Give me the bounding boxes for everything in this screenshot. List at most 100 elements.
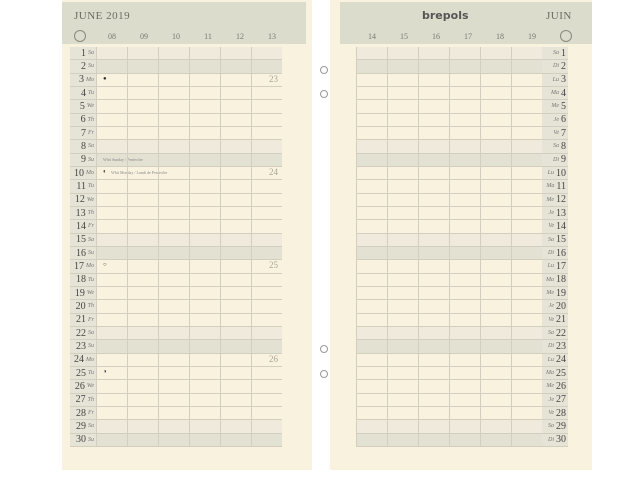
hour-cell[interactable] xyxy=(511,326,542,340)
day-row[interactable]: Sa 22 xyxy=(356,326,568,341)
hour-cell[interactable] xyxy=(189,366,220,380)
hour-cell[interactable] xyxy=(158,313,189,326)
hour-cell[interactable] xyxy=(387,126,418,140)
hour-cell[interactable] xyxy=(449,246,480,260)
hour-cell[interactable] xyxy=(480,100,511,113)
hour-cell[interactable] xyxy=(356,86,387,100)
day-row[interactable]: Sa 1 xyxy=(356,47,568,61)
day-row[interactable]: Di 2 xyxy=(356,60,568,74)
day-row[interactable]: 8 Sa xyxy=(70,140,282,154)
hour-cell[interactable] xyxy=(189,86,220,100)
hour-cell[interactable] xyxy=(449,206,480,220)
hour-cell[interactable] xyxy=(511,260,542,273)
hour-cell[interactable] xyxy=(387,113,418,126)
hour-cell[interactable] xyxy=(449,180,480,193)
hour-cell[interactable] xyxy=(251,126,282,140)
hour-cell[interactable] xyxy=(220,353,251,366)
hour-cell[interactable] xyxy=(96,326,127,340)
hour-cell[interactable] xyxy=(220,206,251,220)
hour-cell[interactable] xyxy=(127,60,158,73)
day-row[interactable]: Je 13 xyxy=(356,206,568,221)
hour-cell[interactable] xyxy=(96,406,127,420)
hour-cell[interactable] xyxy=(220,393,251,406)
hour-cell[interactable] xyxy=(158,433,189,446)
hour-cell[interactable] xyxy=(418,100,449,113)
hour-cell[interactable] xyxy=(356,233,387,246)
hour-cell[interactable] xyxy=(127,273,158,286)
hour-cell[interactable] xyxy=(480,73,511,86)
day-row[interactable]: 10 Mo ◐ Whit Monday / Lundi de Pentecôte 24 xyxy=(70,166,282,181)
hour-cell[interactable] xyxy=(251,86,282,100)
hour-cell[interactable] xyxy=(189,313,220,326)
hour-cell[interactable] xyxy=(158,233,189,246)
hour-cell[interactable] xyxy=(251,393,282,406)
hour-cell[interactable] xyxy=(189,380,220,393)
hour-cell[interactable] xyxy=(511,73,542,86)
hour-cell[interactable] xyxy=(418,326,449,340)
hour-cell[interactable] xyxy=(96,180,127,193)
day-row[interactable]: Ma 18 xyxy=(356,273,568,287)
hour-cell[interactable] xyxy=(480,153,511,166)
hour-cell[interactable] xyxy=(449,273,480,286)
hour-cell[interactable] xyxy=(387,140,418,153)
day-row[interactable]: Lu 17 xyxy=(356,260,568,274)
day-row[interactable]: 16 Su xyxy=(70,246,282,261)
hour-cell[interactable] xyxy=(251,193,282,206)
hour-cell[interactable] xyxy=(449,73,480,86)
hour-cell[interactable] xyxy=(220,233,251,246)
hour-cell[interactable] xyxy=(96,113,127,126)
hour-cell[interactable] xyxy=(158,126,189,140)
hour-cell[interactable] xyxy=(189,420,220,433)
hour-cell[interactable]: ◑ xyxy=(96,366,127,380)
day-row[interactable]: 15 Sa xyxy=(70,233,282,247)
hour-cell[interactable] xyxy=(449,406,480,420)
hour-cell[interactable] xyxy=(96,353,127,366)
hour-cell[interactable] xyxy=(189,326,220,340)
hour-cell[interactable] xyxy=(251,340,282,353)
hour-cell[interactable] xyxy=(418,286,449,300)
hour-cell[interactable] xyxy=(511,126,542,140)
hour-cell[interactable] xyxy=(158,246,189,260)
hour-cell[interactable] xyxy=(127,406,158,420)
hour-cell[interactable] xyxy=(480,353,511,366)
hour-cell[interactable] xyxy=(251,380,282,393)
hour-cell[interactable] xyxy=(387,340,418,353)
hour-cell[interactable] xyxy=(356,193,387,206)
hour-cell[interactable] xyxy=(418,180,449,193)
hour-cell[interactable] xyxy=(158,406,189,420)
hour-cell[interactable] xyxy=(387,153,418,166)
hour-cell[interactable] xyxy=(356,353,387,366)
hour-cell[interactable] xyxy=(356,326,387,340)
hour-cell[interactable] xyxy=(356,126,387,140)
hour-cell[interactable] xyxy=(449,166,480,180)
hour-cell[interactable] xyxy=(418,140,449,153)
hour-cell[interactable] xyxy=(158,193,189,206)
hour-cell[interactable] xyxy=(220,246,251,260)
hour-cell[interactable] xyxy=(251,273,282,286)
hour-cell[interactable] xyxy=(127,47,158,60)
hour-cell[interactable] xyxy=(189,340,220,353)
hour-cell[interactable] xyxy=(251,406,282,420)
hour-cell[interactable] xyxy=(127,86,158,100)
hour-cell[interactable] xyxy=(220,433,251,446)
hour-cell[interactable] xyxy=(418,126,449,140)
hour-cell[interactable] xyxy=(480,420,511,433)
hour-cell[interactable] xyxy=(387,166,418,180)
hour-cell[interactable] xyxy=(127,393,158,406)
day-row[interactable]: Di 30 xyxy=(356,433,568,447)
hour-cell[interactable] xyxy=(480,166,511,180)
hour-cell[interactable] xyxy=(251,153,282,166)
hour-cell[interactable] xyxy=(127,166,158,180)
hour-cell[interactable] xyxy=(127,300,158,313)
hour-cell[interactable] xyxy=(449,140,480,153)
hour-cell[interactable] xyxy=(449,100,480,113)
hour-cell[interactable] xyxy=(356,180,387,193)
hour-cell[interactable] xyxy=(449,380,480,393)
hour-cell[interactable] xyxy=(127,260,158,273)
hour-cell[interactable] xyxy=(220,380,251,393)
day-row[interactable]: 28 Fr xyxy=(70,406,282,421)
hour-cell[interactable] xyxy=(96,300,127,313)
hour-cell[interactable] xyxy=(418,113,449,126)
day-row[interactable]: Ve 14 xyxy=(356,220,568,234)
hour-cell[interactable] xyxy=(387,233,418,246)
